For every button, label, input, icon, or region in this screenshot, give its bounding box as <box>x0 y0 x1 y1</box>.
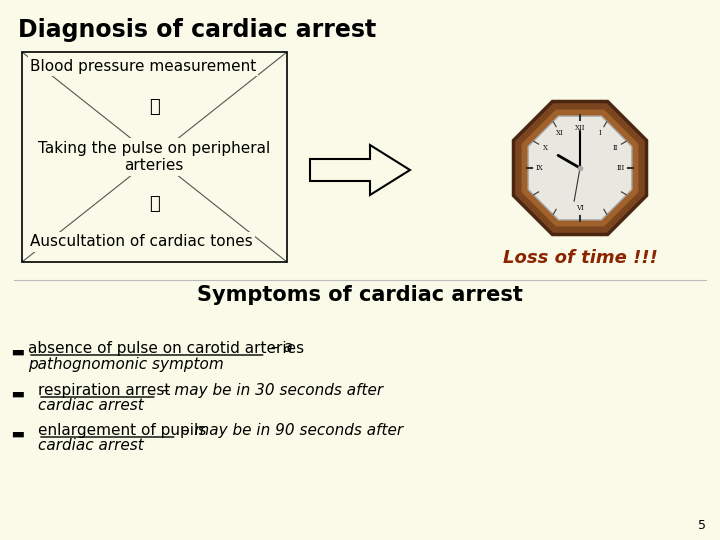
Text: Taking the pulse on peripheral
arteries: Taking the pulse on peripheral arteries <box>38 141 270 173</box>
Text: XII: XII <box>575 124 585 132</box>
Text: 5: 5 <box>698 519 706 532</box>
Text: Loss of time !!!: Loss of time !!! <box>503 249 657 267</box>
Text: ▃: ▃ <box>12 383 22 397</box>
Text: Blood pressure measurement: Blood pressure measurement <box>30 58 256 73</box>
Polygon shape <box>513 102 647 234</box>
Text: enlargement of pupils: enlargement of pupils <box>38 422 206 437</box>
Text: X: X <box>542 144 547 152</box>
Text: absence of pulse on carotid arteries: absence of pulse on carotid arteries <box>28 341 304 355</box>
Text: respiration arrest: respiration arrest <box>38 382 171 397</box>
Text: IX: IX <box>536 164 544 172</box>
Polygon shape <box>528 116 632 220</box>
Polygon shape <box>521 109 639 227</box>
Text: II: II <box>612 144 618 152</box>
Text: – a: – a <box>266 341 292 355</box>
Bar <box>22 52 287 262</box>
Text: ⌛: ⌛ <box>148 195 159 213</box>
Text: – may be in 30 seconds after: – may be in 30 seconds after <box>157 382 383 397</box>
Text: Symptoms of cardiac arrest: Symptoms of cardiac arrest <box>197 285 523 305</box>
Polygon shape <box>310 145 410 195</box>
Text: VI: VI <box>576 205 584 212</box>
Text: ▃: ▃ <box>12 341 22 355</box>
Text: XI: XI <box>556 129 564 137</box>
Text: Diagnosis of cardiac arrest: Diagnosis of cardiac arrest <box>18 18 377 42</box>
Text: I: I <box>599 129 602 137</box>
Text: cardiac arrest: cardiac arrest <box>38 438 144 454</box>
Text: cardiac arrest: cardiac arrest <box>38 399 144 414</box>
Text: III: III <box>616 164 624 172</box>
Text: pathognomonic symptom: pathognomonic symptom <box>28 356 224 372</box>
Text: – may be in 90 seconds after: – may be in 90 seconds after <box>176 422 402 437</box>
Text: ⌛: ⌛ <box>148 98 159 116</box>
Text: Auscultation of cardiac tones: Auscultation of cardiac tones <box>30 234 253 249</box>
Text: ▃: ▃ <box>12 423 22 437</box>
